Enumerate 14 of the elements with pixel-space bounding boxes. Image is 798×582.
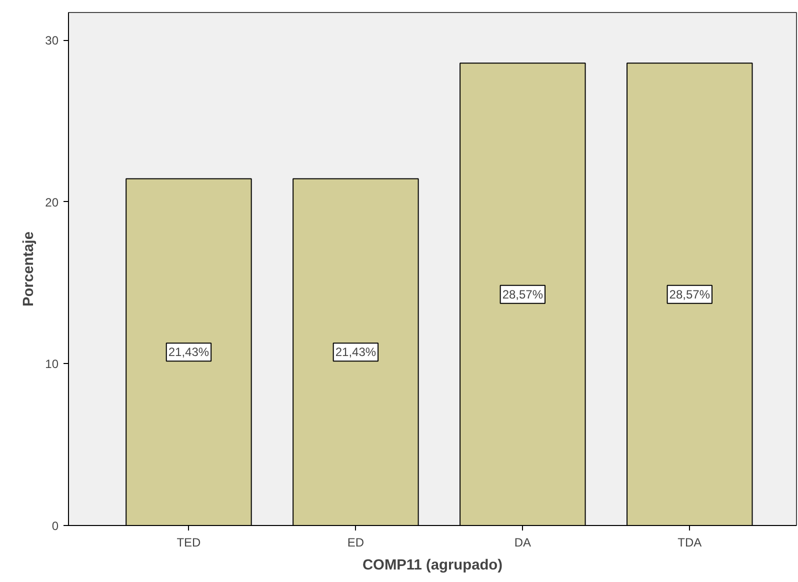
x-tick-label: DA	[514, 536, 531, 550]
y-tick-label: 10	[45, 357, 59, 372]
y-axis-title: Porcentaje	[21, 232, 38, 306]
x-tick-label: TDA	[678, 536, 702, 550]
data-label: 28,57%	[669, 287, 710, 302]
data-label: 21,43%	[335, 345, 376, 360]
data-label: 28,57%	[502, 287, 544, 302]
data-label: 21,43%	[168, 345, 210, 360]
y-tick-label: 0	[52, 519, 59, 533]
x-axis-title: COMP11 (agrupado)	[362, 558, 503, 574]
y-tick-label: 20	[45, 195, 59, 210]
y-tick-label: 30	[45, 34, 59, 48]
x-tick-label: TED	[176, 536, 202, 550]
x-tick-label: ED	[347, 536, 364, 550]
